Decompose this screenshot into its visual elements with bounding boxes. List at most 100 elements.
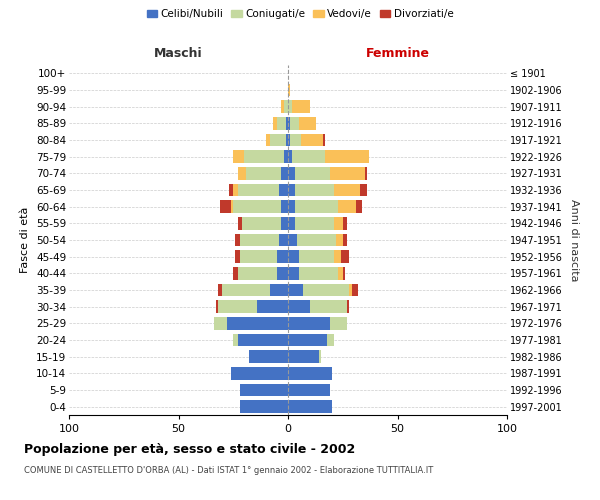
Bar: [281, 200, 288, 213]
Bar: [288, 167, 295, 179]
Bar: [223, 284, 271, 296]
Bar: [220, 200, 231, 213]
Bar: [238, 334, 288, 346]
Bar: [288, 234, 297, 246]
Bar: [288, 384, 329, 396]
Bar: [328, 334, 334, 346]
Bar: [352, 284, 358, 296]
Bar: [233, 267, 238, 280]
Bar: [310, 300, 347, 313]
Text: Maschi: Maschi: [154, 47, 203, 60]
Bar: [238, 184, 279, 196]
Bar: [218, 300, 257, 313]
Bar: [341, 250, 349, 263]
Bar: [288, 150, 292, 163]
Bar: [325, 150, 369, 163]
Bar: [257, 300, 288, 313]
Bar: [304, 284, 349, 296]
Bar: [334, 217, 343, 230]
Bar: [266, 134, 271, 146]
Bar: [288, 250, 299, 263]
Bar: [277, 267, 288, 280]
Bar: [214, 317, 227, 330]
Bar: [218, 284, 222, 296]
Bar: [244, 150, 284, 163]
Bar: [240, 234, 279, 246]
Text: COMUNE DI CASTELLETTO D'ORBA (AL) - Dati ISTAT 1° gennaio 2002 - Elaborazione TU: COMUNE DI CASTELLETTO D'ORBA (AL) - Dati…: [24, 466, 433, 475]
Bar: [295, 200, 338, 213]
Bar: [338, 200, 356, 213]
Legend: Celibi/Nubili, Coniugati/e, Vedovi/e, Divorziati/e: Celibi/Nubili, Coniugati/e, Vedovi/e, Di…: [143, 5, 457, 24]
Bar: [292, 150, 325, 163]
Bar: [343, 217, 347, 230]
Bar: [242, 217, 281, 230]
Bar: [299, 117, 316, 130]
Bar: [319, 350, 321, 363]
Y-axis label: Anni di nascita: Anni di nascita: [569, 198, 580, 281]
Bar: [288, 117, 290, 130]
Bar: [288, 217, 295, 230]
Bar: [238, 167, 247, 179]
Bar: [279, 234, 288, 246]
Bar: [343, 234, 347, 246]
Bar: [233, 200, 281, 213]
Bar: [329, 317, 347, 330]
Bar: [290, 134, 301, 146]
Bar: [288, 334, 328, 346]
Bar: [281, 100, 284, 113]
Bar: [360, 184, 367, 196]
Bar: [284, 150, 288, 163]
Bar: [286, 117, 288, 130]
Bar: [295, 184, 334, 196]
Bar: [247, 167, 281, 179]
Bar: [272, 117, 277, 130]
Bar: [233, 150, 244, 163]
Bar: [295, 167, 329, 179]
Bar: [288, 367, 332, 380]
Bar: [334, 250, 341, 263]
Bar: [295, 217, 334, 230]
Bar: [338, 267, 343, 280]
Bar: [277, 250, 288, 263]
Bar: [286, 134, 288, 146]
Bar: [284, 100, 288, 113]
Bar: [288, 84, 290, 96]
Bar: [271, 284, 288, 296]
Bar: [288, 184, 295, 196]
Bar: [349, 284, 352, 296]
Bar: [288, 200, 295, 213]
Bar: [277, 117, 286, 130]
Bar: [240, 384, 288, 396]
Bar: [343, 267, 345, 280]
Y-axis label: Fasce di età: Fasce di età: [20, 207, 31, 273]
Bar: [288, 100, 292, 113]
Bar: [288, 317, 329, 330]
Bar: [290, 117, 299, 130]
Bar: [233, 334, 238, 346]
Bar: [288, 284, 304, 296]
Bar: [323, 134, 325, 146]
Bar: [336, 234, 343, 246]
Bar: [299, 267, 338, 280]
Bar: [238, 217, 242, 230]
Text: Femmine: Femmine: [365, 47, 430, 60]
Bar: [288, 267, 299, 280]
Bar: [271, 134, 286, 146]
Bar: [297, 234, 336, 246]
Bar: [233, 184, 238, 196]
Bar: [292, 100, 310, 113]
Bar: [229, 184, 233, 196]
Bar: [238, 267, 277, 280]
Bar: [235, 234, 240, 246]
Bar: [301, 134, 323, 146]
Bar: [279, 184, 288, 196]
Bar: [281, 217, 288, 230]
Bar: [334, 184, 360, 196]
Bar: [281, 167, 288, 179]
Bar: [347, 300, 349, 313]
Bar: [288, 300, 310, 313]
Bar: [235, 250, 240, 263]
Bar: [356, 200, 362, 213]
Bar: [216, 300, 218, 313]
Bar: [231, 367, 288, 380]
